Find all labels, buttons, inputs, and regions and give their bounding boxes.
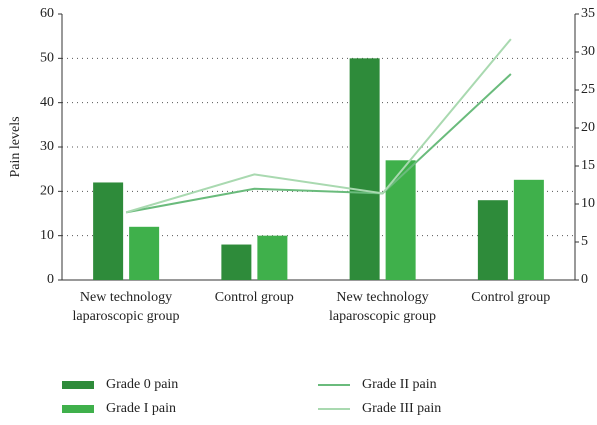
- legend-swatch: [62, 381, 94, 389]
- y2-tick-label: 0: [581, 272, 588, 287]
- bar: [477, 200, 508, 280]
- y-axis-title: Pain levels: [8, 116, 23, 177]
- y2-tick-label: 35: [581, 6, 595, 21]
- y-tick-label: 60: [40, 6, 54, 21]
- x-tick-label: Control group: [214, 290, 294, 305]
- bar: [513, 179, 544, 280]
- y-tick-label: 50: [40, 51, 54, 66]
- y2-tick-label: 10: [581, 196, 595, 211]
- legend-label: Grade I pain: [106, 401, 176, 416]
- line: [125, 38, 512, 214]
- y-tick-label: 20: [40, 184, 54, 199]
- legend-swatch: [62, 405, 94, 413]
- y2-tick-label: 25: [581, 82, 595, 97]
- y-tick-label: 0: [47, 272, 54, 287]
- y2-tick-label: 5: [581, 234, 588, 249]
- bar: [93, 182, 124, 280]
- y-tick-label: 30: [40, 139, 54, 154]
- x-tick-label: Control group: [471, 290, 551, 305]
- bar: [385, 160, 416, 280]
- legend-label: Grade 0 pain: [106, 377, 178, 392]
- line: [125, 73, 512, 214]
- bar: [129, 226, 160, 280]
- y2-tick-label: 20: [581, 120, 595, 135]
- bar: [349, 58, 380, 281]
- y-tick-label: 10: [40, 228, 54, 243]
- legend-label: Grade II pain: [362, 377, 437, 392]
- bar: [221, 244, 252, 280]
- legend-label: Grade III pain: [362, 401, 441, 416]
- x-tick-label: New technology laparoscopic group: [329, 290, 436, 324]
- bar: [257, 235, 288, 280]
- x-tick-label: New technology laparoscopic group: [72, 290, 180, 324]
- y2-tick-label: 30: [581, 44, 595, 59]
- y-tick-label: 40: [40, 95, 54, 110]
- y2-tick-label: 15: [581, 158, 595, 173]
